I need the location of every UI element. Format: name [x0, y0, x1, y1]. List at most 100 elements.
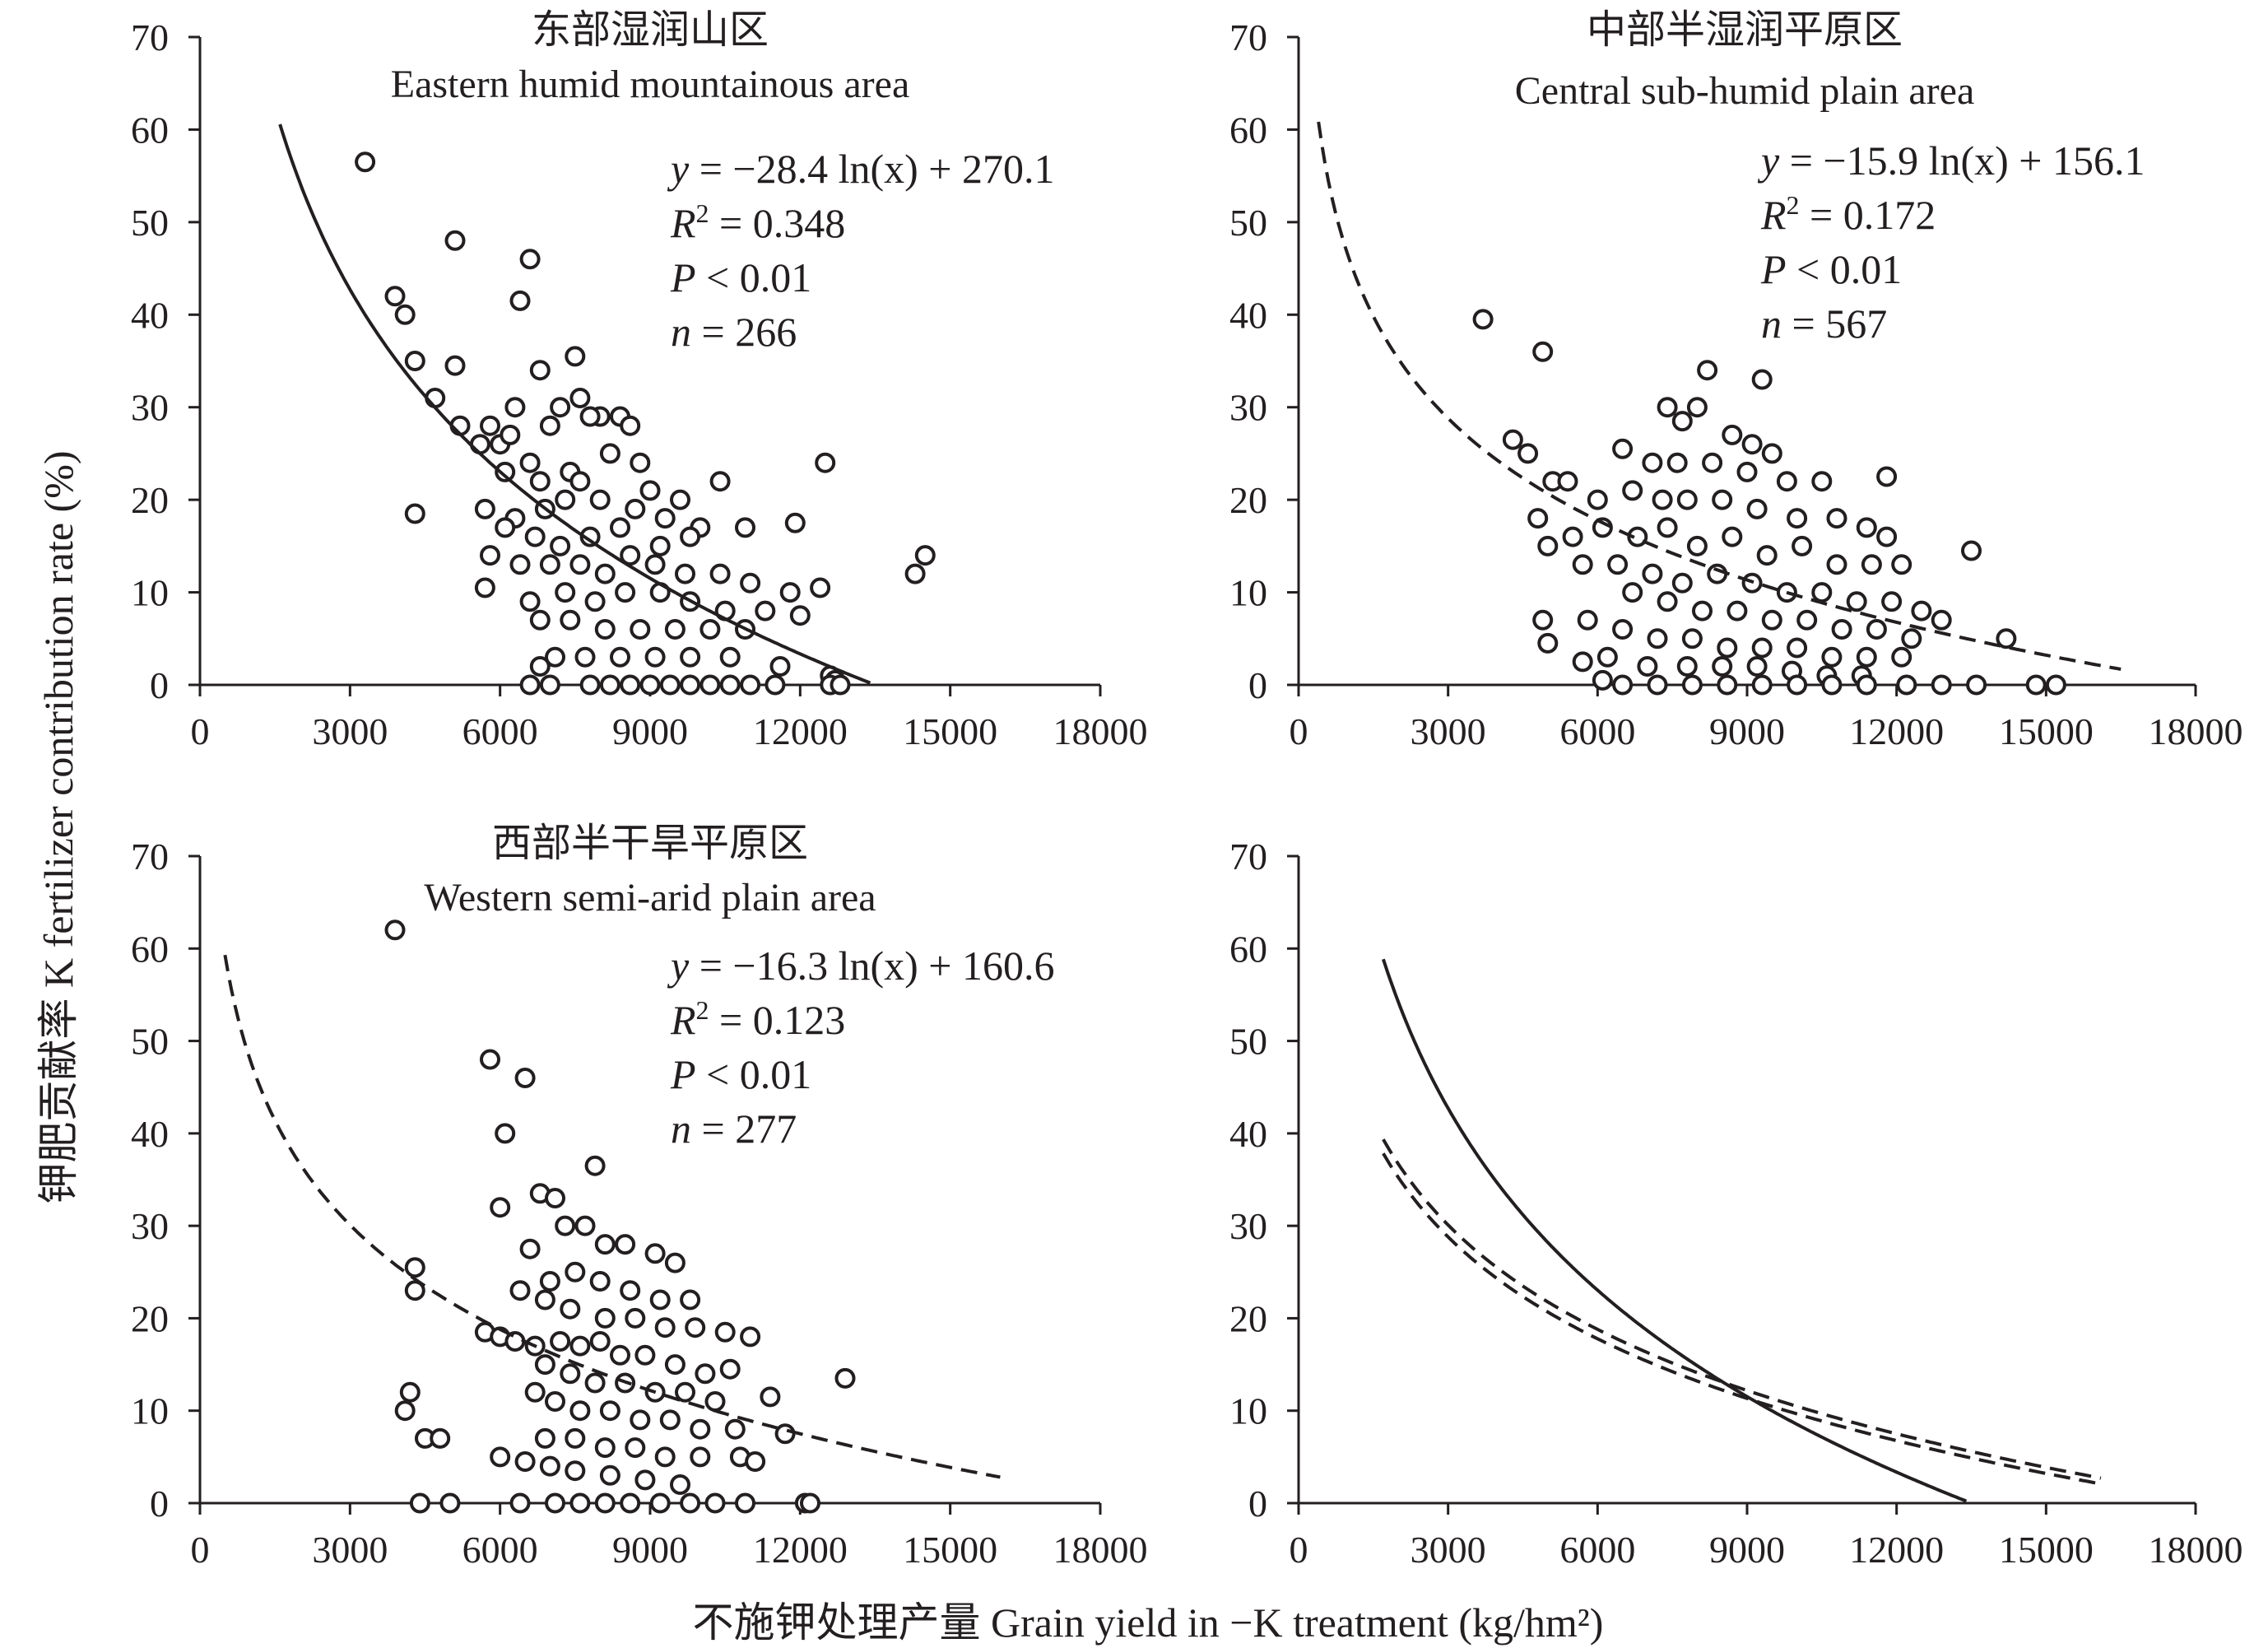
data-point — [610, 646, 630, 668]
x-tick-label: 9000 — [1709, 710, 1785, 752]
y-tick-label: 40 — [1229, 1113, 1267, 1155]
data-point — [565, 1460, 586, 1482]
data-point — [719, 646, 741, 668]
data-point — [550, 1331, 571, 1352]
data-point — [1756, 545, 1778, 566]
fitted-curve — [223, 954, 1001, 1479]
data-point — [914, 545, 936, 566]
data-point — [630, 1409, 651, 1431]
data-point — [1846, 591, 1867, 612]
data-point — [1637, 656, 1658, 677]
data-point — [1532, 341, 1554, 362]
data-point — [615, 582, 636, 603]
sample-size: n = 266 — [671, 309, 797, 355]
r-squared: R2 = 0.348 — [670, 198, 845, 246]
data-point — [574, 646, 596, 668]
y-tick-label: 70 — [1229, 836, 1267, 878]
data-point — [384, 286, 406, 307]
y-tick-label: 10 — [131, 572, 169, 614]
panel-title-cn: 西部半干旱平原区 — [492, 822, 808, 865]
y-tick-label: 0 — [1248, 1483, 1267, 1525]
data-point — [569, 1400, 591, 1422]
data-point — [709, 471, 731, 492]
data-point — [1622, 480, 1643, 501]
data-point — [1652, 489, 1673, 510]
panel-eastern-humid: 东部湿润山区 Eastern humid mountainous area y … — [131, 8, 1148, 752]
data-point — [1746, 656, 1768, 677]
data-point — [675, 563, 695, 584]
data-point — [664, 619, 686, 640]
data-point — [634, 1469, 656, 1491]
data-point — [1587, 489, 1608, 510]
data-point — [615, 1234, 636, 1255]
data-point — [1911, 600, 1932, 621]
x-tick-label: 6000 — [1559, 710, 1635, 752]
r-squared: R2 = 0.123 — [670, 995, 845, 1043]
data-point — [529, 360, 551, 381]
y-tick-label: 50 — [131, 1021, 169, 1063]
data-point — [1686, 535, 1708, 556]
data-point — [589, 1331, 611, 1352]
data-point — [1796, 609, 1818, 631]
data-point — [649, 535, 671, 556]
data-point — [545, 1492, 565, 1514]
data-point — [1861, 554, 1882, 575]
data-point — [2045, 674, 2066, 696]
y-tick-label: 10 — [1229, 572, 1267, 614]
y-tick-label: 70 — [1229, 16, 1267, 58]
data-point — [524, 1381, 546, 1403]
x-tick-label: 3000 — [1411, 710, 1486, 752]
data-point — [639, 480, 661, 501]
data-point — [1996, 628, 2017, 649]
data-point — [1761, 443, 1782, 464]
data-point — [1592, 669, 1613, 691]
data-point — [539, 415, 560, 436]
data-point — [539, 674, 560, 696]
data-point — [1722, 526, 1743, 547]
data-point — [680, 646, 701, 668]
data-point — [430, 1427, 451, 1449]
x-tick-label: 9000 — [612, 1529, 688, 1571]
data-point — [630, 452, 651, 473]
data-point — [509, 1492, 531, 1514]
data-point — [404, 351, 425, 371]
data-point — [1577, 609, 1598, 631]
data-point — [644, 1243, 666, 1264]
data-point — [550, 535, 571, 556]
data-point — [495, 1123, 516, 1144]
y-tick-label: 20 — [1229, 1297, 1267, 1339]
x-tick-label: 0 — [1290, 1529, 1308, 1571]
x-tick-label: 12000 — [1849, 710, 1944, 752]
data-point — [784, 512, 806, 533]
data-point — [1622, 582, 1643, 603]
data-point — [584, 1372, 606, 1394]
data-point — [1761, 609, 1782, 631]
fitted-curve — [1382, 1138, 2102, 1480]
data-point — [1537, 535, 1559, 556]
data-point — [569, 471, 591, 492]
data-point — [719, 1358, 741, 1380]
data-point — [1572, 651, 1593, 673]
data-point — [514, 1451, 536, 1472]
data-point — [620, 674, 641, 696]
p-value: P < 0.01 — [670, 254, 811, 300]
data-point — [659, 1409, 681, 1431]
y-tick-label: 70 — [131, 16, 169, 58]
data-point — [439, 1492, 461, 1514]
data-point — [474, 498, 495, 519]
data-point — [1966, 674, 1987, 696]
data-point — [1876, 466, 1898, 487]
data-point — [709, 563, 731, 584]
data-point — [1826, 554, 1847, 575]
data-point — [550, 397, 571, 418]
data-point — [534, 1427, 555, 1449]
data-point — [1676, 656, 1698, 677]
data-point — [644, 554, 666, 575]
x-tick-label: 18000 — [2149, 1529, 2243, 1571]
data-point — [1537, 632, 1559, 654]
y-tick-label: 60 — [131, 928, 169, 970]
data-point — [1572, 554, 1593, 575]
data-point — [1527, 508, 1549, 529]
data-point — [1876, 526, 1898, 547]
